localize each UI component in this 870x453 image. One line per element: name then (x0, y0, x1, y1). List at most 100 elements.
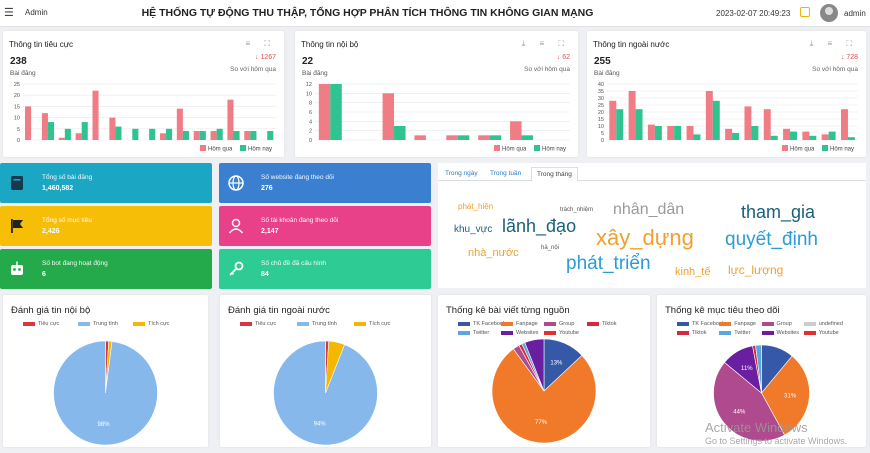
pie-slice (755, 344, 762, 394)
y-tick-label: 10 (598, 124, 604, 130)
pie-slice (53, 340, 158, 446)
legend-item[interactable]: Tích cực (354, 321, 390, 327)
legend-item[interactable]: Tiêu cực (23, 321, 59, 327)
legend-item[interactable]: Websites (501, 330, 539, 336)
notification-icon[interactable] (800, 7, 810, 17)
avatar[interactable] (820, 4, 838, 22)
legend-swatch (240, 145, 246, 151)
legend-item[interactable]: Websites (761, 330, 799, 336)
pie-card-source-stats: Thống kê bài viết từng nguồn TK Facebook F… (438, 295, 650, 447)
legend-item[interactable]: Youtube (544, 330, 579, 336)
tile-label: Số tài khoản đang theo dõi (261, 217, 339, 224)
user-menu[interactable]: admin (844, 9, 866, 18)
bar (446, 135, 458, 140)
cloud-word[interactable]: nhà_nước (468, 247, 519, 259)
y-tick-label: 8 (309, 101, 312, 107)
bar (382, 93, 395, 140)
legend-item[interactable]: Tiktok (587, 321, 616, 327)
chart-title: Đánh giá tin nội bộ (11, 305, 91, 316)
tile-total-posts[interactable]: Tổng số bài đăng 1,460,582 (0, 163, 212, 203)
y-tick-label: 25 (14, 82, 20, 88)
pie-chart: 98% (53, 340, 158, 446)
legend-item[interactable]: TK Facebook (458, 321, 506, 327)
bar (732, 133, 740, 140)
cloud-word[interactable]: kinh_tế (675, 266, 711, 278)
cloud-word[interactable]: lãnh_đạo (502, 216, 577, 236)
tile-value: 2,147 (261, 228, 279, 235)
bar (712, 100, 720, 140)
stat-delta: ↓ 1267 (254, 54, 276, 61)
bar (250, 131, 257, 140)
tile-targets[interactable]: Tổng số mục tiêu 2,426 (0, 206, 212, 246)
pie-slice (524, 338, 545, 392)
legend-item[interactable]: undefined (803, 321, 843, 327)
legend-label: Hôm qua (790, 147, 815, 153)
bar (47, 122, 55, 140)
bar (744, 106, 752, 140)
stat-compare: So với hôm qua (524, 66, 570, 73)
cloud-word[interactable]: khu_vực (454, 224, 493, 235)
user-name-left[interactable]: Admin (25, 8, 48, 17)
stat-card-negative: Thông tin tiêu cực ≡ ⛶ 238 Bài đăng ↓ 1267 So… (3, 31, 284, 157)
bar (159, 133, 167, 140)
legend-item[interactable]: Twitter (458, 330, 489, 336)
legend-item[interactable]: TK Facebook (677, 321, 725, 327)
tab-today[interactable]: Trong ngày (445, 170, 478, 177)
tab-divider (438, 180, 866, 181)
bar (847, 137, 855, 140)
y-tick-label: 20 (598, 110, 604, 116)
tab-month[interactable]: Trong tháng (531, 167, 578, 182)
slice-label: 11% (741, 366, 753, 372)
y-tick-label: 35 (598, 89, 604, 95)
y-tick-label: 5 (17, 127, 20, 133)
cloud-word[interactable]: trách_nhiệm (560, 207, 594, 213)
legend-label: Hôm qua (208, 147, 233, 153)
legend-item[interactable]: Tiktok (677, 330, 706, 336)
cloud-word[interactable]: quyết_định (725, 229, 818, 250)
y-tick-label: 5 (601, 131, 604, 137)
card-tools-icons[interactable]: ⤓ ≡ ⛶ (521, 39, 570, 48)
menu-icon[interactable]: ☰ (4, 7, 14, 19)
legend-item[interactable]: Twitter (719, 330, 750, 336)
bar (751, 126, 759, 140)
slice-label: 77% (535, 420, 548, 426)
legend-item[interactable]: Trung tính (297, 321, 337, 327)
bar (654, 126, 662, 140)
bar (628, 91, 636, 140)
cloud-word[interactable]: xây_dựng (596, 225, 694, 250)
legend-item[interactable]: Fanpage (719, 321, 756, 327)
cloud-word[interactable]: lực_lượng (728, 263, 784, 277)
cloud-word[interactable]: tham_gia (741, 202, 816, 222)
cloud-word[interactable]: phát_hiện (458, 202, 494, 211)
legend-item[interactable]: Group (544, 321, 574, 327)
card-tools-icons[interactable]: ⤓ ≡ ⛶ (809, 39, 858, 48)
cloud-word[interactable]: hà_nội (541, 245, 560, 251)
tile-topics[interactable]: Số chủ đề đã cấu hình 84 (219, 249, 431, 289)
slice-label: 44% (733, 409, 746, 415)
tile-label: Tổng số bài đăng (42, 174, 93, 181)
y-tick-label: 10 (306, 91, 312, 97)
bar (770, 135, 778, 140)
bar (667, 126, 675, 140)
tab-week[interactable]: Trong tuần (490, 170, 522, 177)
chart-title: Thống kê mục tiêu theo dõi (665, 305, 780, 316)
cloud-word[interactable]: nhân_dân (613, 201, 685, 218)
word-cloud-panel: Trong ngày Trong tuần Trong tháng phát_h… (438, 163, 866, 288)
tile-bots[interactable]: Số bot đang hoạt động 6 (0, 249, 212, 289)
legend-item[interactable]: Group (761, 321, 792, 327)
legend-item[interactable]: Tích cực (133, 321, 169, 327)
y-tick-label: 25 (598, 103, 604, 109)
card-tools-icons[interactable]: ≡ ⛶ (245, 39, 276, 48)
tile-accounts[interactable]: Số tài khoản đang theo dõi 2,147 (219, 206, 431, 246)
page-title: HỆ THỐNG TỰ ĐỘNG THU THẬP, TỔNG HỢP PHÂN… (141, 7, 594, 19)
bar (489, 135, 502, 140)
tile-websites[interactable]: Số website đang theo dõi 276 (219, 163, 431, 203)
cloud-word[interactable]: phát_triển (566, 253, 651, 274)
legend-item[interactable]: Youtube (803, 330, 839, 336)
legend-item[interactable]: Fanpage (501, 321, 538, 327)
legend-item[interactable]: Trung tính (78, 321, 118, 327)
bar (802, 131, 810, 140)
legend-item[interactable]: Tiêu cực (240, 321, 276, 327)
bar (674, 126, 682, 140)
